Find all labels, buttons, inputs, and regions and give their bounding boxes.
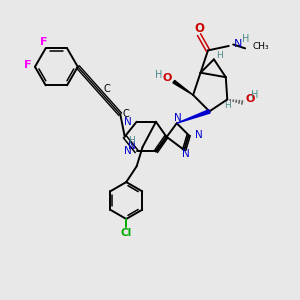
Text: O: O (163, 73, 172, 83)
Text: N: N (234, 40, 242, 50)
Text: H: H (242, 34, 250, 44)
Text: F: F (24, 60, 31, 70)
Text: O: O (246, 94, 255, 104)
Text: H: H (155, 70, 163, 80)
Text: C: C (103, 84, 110, 94)
Text: N: N (124, 146, 131, 157)
Text: C: C (122, 109, 129, 119)
Text: F: F (40, 37, 47, 47)
Text: N: N (182, 149, 190, 160)
Text: O: O (194, 22, 204, 35)
Text: CH₃: CH₃ (253, 42, 269, 51)
Text: H: H (217, 51, 223, 60)
Text: N: N (195, 130, 203, 140)
Text: N: N (174, 113, 182, 123)
Text: H: H (128, 136, 135, 145)
Polygon shape (177, 110, 210, 123)
Text: Cl: Cl (121, 228, 132, 238)
Text: N: N (128, 140, 136, 151)
Polygon shape (173, 80, 193, 95)
Text: H: H (224, 101, 231, 110)
Text: N: N (124, 117, 131, 127)
Text: H: H (251, 90, 258, 100)
